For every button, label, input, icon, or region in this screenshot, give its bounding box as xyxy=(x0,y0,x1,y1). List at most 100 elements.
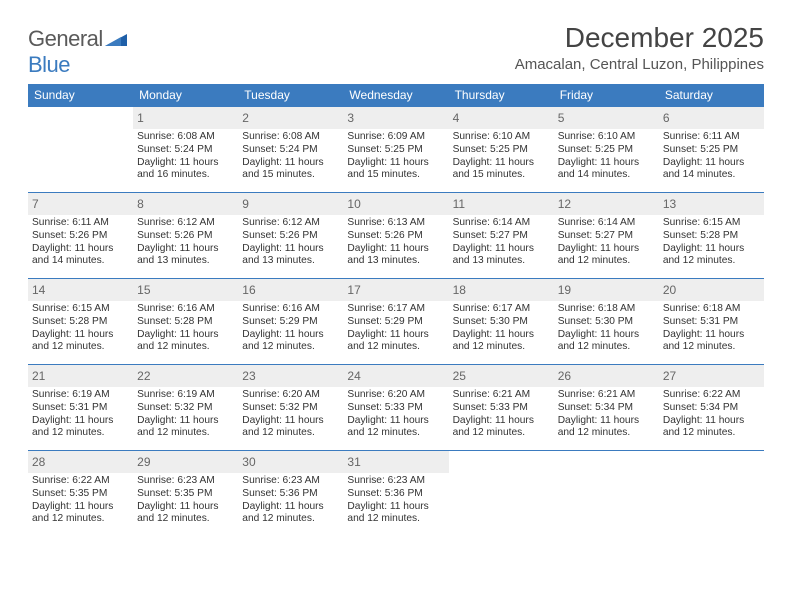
sunset-line: Sunset: 5:36 PM xyxy=(347,488,422,499)
day-wrap: 7Sunrise: 6:11 AMSunset: 5:26 PMDaylight… xyxy=(28,193,133,272)
calendar-cell: 4Sunrise: 6:10 AMSunset: 5:25 PMDaylight… xyxy=(449,107,554,193)
logo-word-blue: Blue xyxy=(28,52,70,77)
calendar-cell: 15Sunrise: 6:16 AMSunset: 5:28 PMDayligh… xyxy=(133,279,238,365)
sunset-line: Sunset: 5:26 PM xyxy=(347,230,422,241)
day-number: 12 xyxy=(558,197,571,211)
calendar-week-row: 14Sunrise: 6:15 AMSunset: 5:28 PMDayligh… xyxy=(28,279,764,365)
sunset-line: Sunset: 5:29 PM xyxy=(347,316,422,327)
daylight-line: Daylight: 11 hours and 12 minutes. xyxy=(137,329,218,353)
sunrise-line: Sunrise: 6:19 AM xyxy=(32,389,110,400)
day-number-row: 12 xyxy=(554,193,659,215)
calendar-cell: 28Sunrise: 6:22 AMSunset: 5:35 PMDayligh… xyxy=(28,451,133,537)
calendar-week-row: 21Sunrise: 6:19 AMSunset: 5:31 PMDayligh… xyxy=(28,365,764,451)
sunrise-line: Sunrise: 6:22 AM xyxy=(663,389,741,400)
day-wrap: 10Sunrise: 6:13 AMSunset: 5:26 PMDayligh… xyxy=(343,193,448,272)
sunset-line: Sunset: 5:30 PM xyxy=(558,316,633,327)
calendar-cell: 26Sunrise: 6:21 AMSunset: 5:34 PMDayligh… xyxy=(554,365,659,451)
sunset-line: Sunset: 5:28 PM xyxy=(137,316,212,327)
sunrise-line: Sunrise: 6:17 AM xyxy=(453,303,531,314)
day-wrap: 13Sunrise: 6:15 AMSunset: 5:28 PMDayligh… xyxy=(659,193,764,272)
day-wrap: 16Sunrise: 6:16 AMSunset: 5:29 PMDayligh… xyxy=(238,279,343,358)
sunrise-line: Sunrise: 6:22 AM xyxy=(32,475,110,486)
day-number: 28 xyxy=(32,455,45,469)
daylight-line: Daylight: 11 hours and 16 minutes. xyxy=(137,157,218,181)
daylight-line: Daylight: 11 hours and 12 minutes. xyxy=(663,415,744,439)
day-wrap: 29Sunrise: 6:23 AMSunset: 5:35 PMDayligh… xyxy=(133,451,238,530)
sunrise-line: Sunrise: 6:12 AM xyxy=(242,217,320,228)
sunset-line: Sunset: 5:27 PM xyxy=(558,230,633,241)
day-wrap: 15Sunrise: 6:16 AMSunset: 5:28 PMDayligh… xyxy=(133,279,238,358)
calendar-cell xyxy=(28,107,133,193)
day-wrap: 27Sunrise: 6:22 AMSunset: 5:34 PMDayligh… xyxy=(659,365,764,444)
sunset-line: Sunset: 5:35 PM xyxy=(137,488,212,499)
daylight-line: Daylight: 11 hours and 13 minutes. xyxy=(242,243,323,267)
day-wrap: 20 Sunrise: 6:18 AMSunset: 5:31 PMDayligh… xyxy=(659,279,764,358)
sunset-line: Sunset: 5:26 PM xyxy=(242,230,317,241)
calendar-cell: 22Sunrise: 6:19 AMSunset: 5:32 PMDayligh… xyxy=(133,365,238,451)
day-number-row: 27 xyxy=(659,365,764,387)
daylight-line: Daylight: 11 hours and 15 minutes. xyxy=(347,157,428,181)
day-info: Sunrise: 6:11 AMSunset: 5:25 PMDaylight:… xyxy=(663,131,760,182)
day-number-row: 22 xyxy=(133,365,238,387)
calendar-cell: 29Sunrise: 6:23 AMSunset: 5:35 PMDayligh… xyxy=(133,451,238,537)
day-number: 27 xyxy=(663,369,676,383)
day-wrap: 6Sunrise: 6:11 AMSunset: 5:25 PMDaylight… xyxy=(659,107,764,186)
calendar-cell: 3Sunrise: 6:09 AMSunset: 5:25 PMDaylight… xyxy=(343,107,448,193)
day-number-row: 14 xyxy=(28,279,133,301)
day-info: Sunrise: 6:12 AMSunset: 5:26 PMDaylight:… xyxy=(137,217,234,268)
calendar-cell: 14Sunrise: 6:15 AMSunset: 5:28 PMDayligh… xyxy=(28,279,133,365)
day-wrap: 3Sunrise: 6:09 AMSunset: 5:25 PMDaylight… xyxy=(343,107,448,186)
day-wrap: 2Sunrise: 6:08 AMSunset: 5:24 PMDaylight… xyxy=(238,107,343,186)
sunset-line: Sunset: 5:31 PM xyxy=(32,402,107,413)
calendar-cell: 23Sunrise: 6:20 AMSunset: 5:32 PMDayligh… xyxy=(238,365,343,451)
day-info: Sunrise: 6:09 AMSunset: 5:25 PMDaylight:… xyxy=(347,131,444,182)
day-number: 20 xyxy=(663,283,676,297)
daylight-line: Daylight: 11 hours and 12 minutes. xyxy=(32,501,113,525)
daylight-line: Daylight: 11 hours and 12 minutes. xyxy=(242,501,323,525)
weekday-header: Sunday xyxy=(28,84,133,107)
daylight-line: Daylight: 11 hours and 12 minutes. xyxy=(242,415,323,439)
day-info: Sunrise: 6:23 AMSunset: 5:36 PMDaylight:… xyxy=(347,475,444,526)
day-wrap: 22Sunrise: 6:19 AMSunset: 5:32 PMDayligh… xyxy=(133,365,238,444)
day-info: Sunrise: 6:14 AMSunset: 5:27 PMDaylight:… xyxy=(558,217,655,268)
daylight-line: Daylight: 11 hours and 12 minutes. xyxy=(663,329,744,353)
day-number: 8 xyxy=(137,197,144,211)
day-info: Sunrise: 6:20 AMSunset: 5:32 PMDaylight:… xyxy=(242,389,339,440)
sunset-line: Sunset: 5:25 PM xyxy=(453,144,528,155)
day-number: 24 xyxy=(347,369,360,383)
sunset-line: Sunset: 5:30 PM xyxy=(453,316,528,327)
sunrise-line: Sunrise: 6:23 AM xyxy=(347,475,425,486)
daylight-line: Daylight: 11 hours and 12 minutes. xyxy=(137,415,218,439)
day-wrap: 1Sunrise: 6:08 AMSunset: 5:24 PMDaylight… xyxy=(133,107,238,186)
weekday-header-row: SundayMondayTuesdayWednesdayThursdayFrid… xyxy=(28,84,764,107)
sunset-line: Sunset: 5:32 PM xyxy=(137,402,212,413)
daylight-line: Daylight: 11 hours and 12 minutes. xyxy=(347,329,428,353)
header-row: General Blue December 2025 Amacalan, Cen… xyxy=(28,22,764,78)
calendar-cell: 1Sunrise: 6:08 AMSunset: 5:24 PMDaylight… xyxy=(133,107,238,193)
day-number-row: 20 xyxy=(659,279,764,301)
daylight-line: Daylight: 11 hours and 12 minutes. xyxy=(558,243,639,267)
month-title: December 2025 xyxy=(515,22,764,54)
day-wrap: 31Sunrise: 6:23 AMSunset: 5:36 PMDayligh… xyxy=(343,451,448,530)
calendar-cell: 7Sunrise: 6:11 AMSunset: 5:26 PMDaylight… xyxy=(28,193,133,279)
logo-word-general: General xyxy=(28,26,103,51)
calendar-cell: 10Sunrise: 6:13 AMSunset: 5:26 PMDayligh… xyxy=(343,193,448,279)
day-info: Sunrise: 6:17 AMSunset: 5:29 PMDaylight:… xyxy=(347,303,444,354)
day-number-row: 2 xyxy=(238,107,343,129)
calendar-cell: 5Sunrise: 6:10 AMSunset: 5:25 PMDaylight… xyxy=(554,107,659,193)
sunset-line: Sunset: 5:26 PM xyxy=(32,230,107,241)
sunset-line: Sunset: 5:26 PM xyxy=(137,230,212,241)
day-number-row: 18 xyxy=(449,279,554,301)
weekday-header: Wednesday xyxy=(343,84,448,107)
day-number-row: 29 xyxy=(133,451,238,473)
day-number-row: 17 xyxy=(343,279,448,301)
day-number-row: 23 xyxy=(238,365,343,387)
day-info: Sunrise: 6:18 AMSunset: 5:31 PMDaylight:… xyxy=(663,303,760,354)
day-number: 2 xyxy=(242,111,249,125)
day-info: Sunrise: 6:17 AMSunset: 5:30 PMDaylight:… xyxy=(453,303,550,354)
sunrise-line: Sunrise: 6:16 AM xyxy=(137,303,215,314)
sunrise-line: Sunrise: 6:11 AM xyxy=(32,217,109,228)
day-number-row: 10 xyxy=(343,193,448,215)
calendar-cell: 21Sunrise: 6:19 AMSunset: 5:31 PMDayligh… xyxy=(28,365,133,451)
day-info: Sunrise: 6:15 AMSunset: 5:28 PMDaylight:… xyxy=(663,217,760,268)
